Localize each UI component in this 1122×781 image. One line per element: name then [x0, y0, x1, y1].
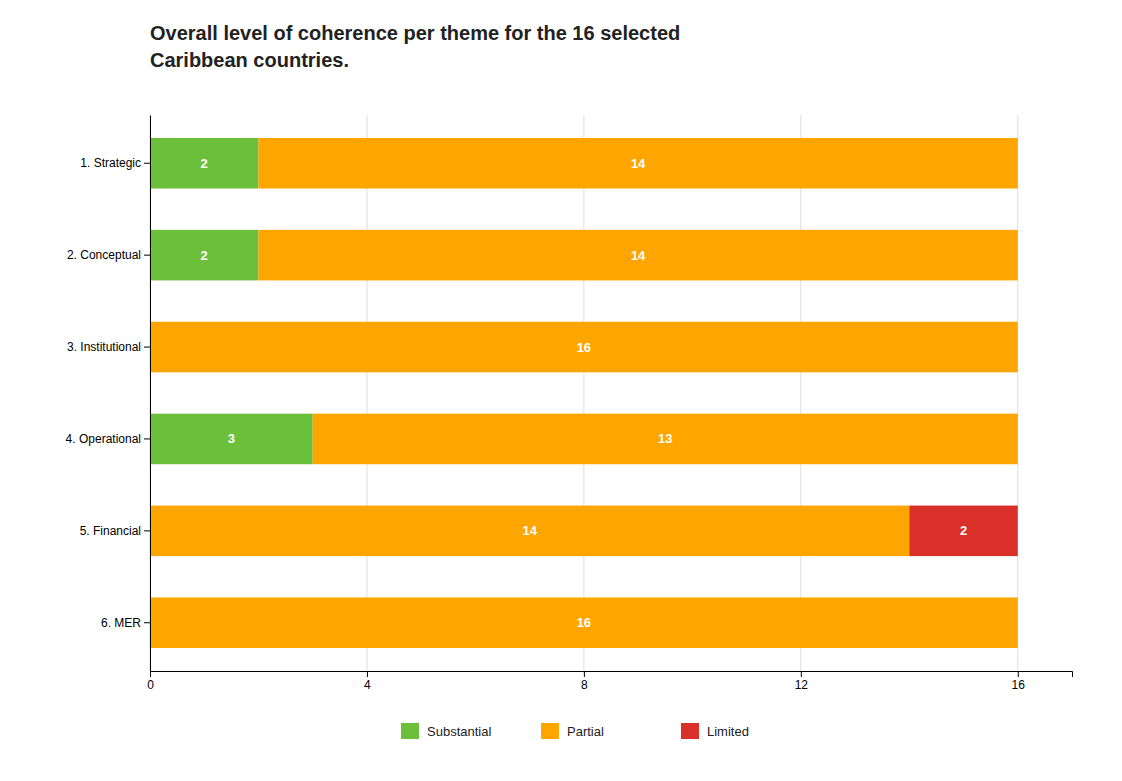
x-axis-line	[151, 672, 1073, 678]
bar-segment	[150, 230, 258, 281]
legend-item: Substantial	[401, 723, 491, 739]
data-label: 14	[631, 248, 646, 263]
bar-segment	[150, 506, 909, 557]
y-tick: 6. MER	[101, 616, 150, 630]
bar-segment	[150, 414, 313, 465]
y-tick-mark	[144, 347, 150, 348]
bars	[150, 138, 1018, 648]
data-label: 16	[577, 340, 591, 355]
x-tick-mark	[367, 671, 368, 677]
y-tick: 4. Operational	[66, 432, 150, 446]
legend-item: Limited	[681, 723, 749, 739]
legend-item: Partial	[541, 723, 604, 739]
y-tick-label: 5. Financial	[80, 524, 141, 538]
grid-line	[800, 115, 801, 671]
bar-segment	[150, 597, 1018, 648]
y-tick-mark	[144, 622, 150, 623]
x-tick-label: 12	[795, 678, 809, 692]
chart: Overall level of coherence per theme for…	[0, 0, 1122, 781]
y-tick-mark	[144, 530, 150, 531]
x-tick-mark	[1018, 671, 1019, 677]
y-tick-label: 4. Operational	[66, 432, 141, 446]
x-tick: 0	[147, 671, 154, 692]
x-axis: 0 4 8 12 16	[147, 671, 1072, 692]
y-tick-label: 2. Conceptual	[67, 248, 141, 262]
data-label: 3	[228, 431, 235, 446]
y-axis-line	[150, 116, 151, 672]
legend-swatch	[541, 723, 559, 739]
x-tick: 4	[364, 671, 371, 692]
y-axis: 1. Strategic 2. Conceptual 3. Institutiona…	[66, 116, 151, 672]
legend-swatch	[681, 723, 699, 739]
x-tick: 16	[1012, 671, 1026, 692]
x-tick: 12	[795, 671, 809, 692]
grid-line	[583, 115, 584, 671]
legend-swatch	[401, 723, 419, 739]
grid-line	[150, 115, 151, 671]
data-label: 2	[960, 523, 967, 538]
legend-label: Limited	[707, 724, 749, 739]
y-tick-mark	[144, 438, 150, 439]
x-tick: 8	[581, 671, 588, 692]
bar-segment	[909, 506, 1017, 557]
y-tick: 1. Strategic	[80, 156, 150, 170]
x-tick-label: 4	[364, 678, 371, 692]
y-tick-mark	[144, 163, 150, 164]
y-tick-mark	[144, 255, 150, 256]
bar-segment	[150, 138, 258, 189]
grid	[150, 115, 1018, 671]
data-label: 2	[201, 156, 208, 171]
legend: Substantial Partial Limited	[401, 723, 749, 739]
y-tick: 2. Conceptual	[67, 248, 150, 262]
data-label: 14	[631, 156, 646, 171]
x-tick-mark	[584, 671, 585, 677]
legend-label: Substantial	[427, 724, 491, 739]
data-label: 14	[522, 523, 537, 538]
y-tick-label: 6. MER	[101, 616, 141, 630]
bar-segment	[150, 322, 1018, 373]
bar-segment	[258, 230, 1017, 281]
y-tick: 5. Financial	[80, 524, 150, 538]
grid-line	[366, 115, 367, 671]
data-label: 13	[658, 431, 672, 446]
title-line: Overall level of coherence per theme for…	[150, 22, 680, 44]
x-tick-mark	[801, 671, 802, 677]
x-tick-mark	[150, 671, 151, 677]
data-labels: 2 2 3 14 14 16 13 14 16 2	[201, 156, 968, 631]
plot: 2 2 3 14 14 16 13 14 16 2 0 4 8 12 16 1. Strategic 2. Co…	[66, 115, 1073, 692]
legend-label: Partial	[567, 724, 604, 739]
title: Overall level of coherence per theme for…	[150, 22, 680, 71]
bar-segment	[258, 138, 1017, 189]
title-line: Caribbean countries.	[150, 49, 349, 71]
y-tick: 3. Institutional	[67, 340, 150, 354]
data-label: 2	[201, 248, 208, 263]
bar-segment	[313, 414, 1018, 465]
data-label: 16	[577, 615, 591, 630]
y-tick-label: 1. Strategic	[80, 156, 141, 170]
y-tick-label: 3. Institutional	[67, 340, 141, 354]
x-tick-label: 16	[1012, 678, 1026, 692]
x-tick-label: 8	[581, 678, 588, 692]
x-tick-label: 0	[147, 678, 154, 692]
grid-line	[1017, 115, 1018, 671]
